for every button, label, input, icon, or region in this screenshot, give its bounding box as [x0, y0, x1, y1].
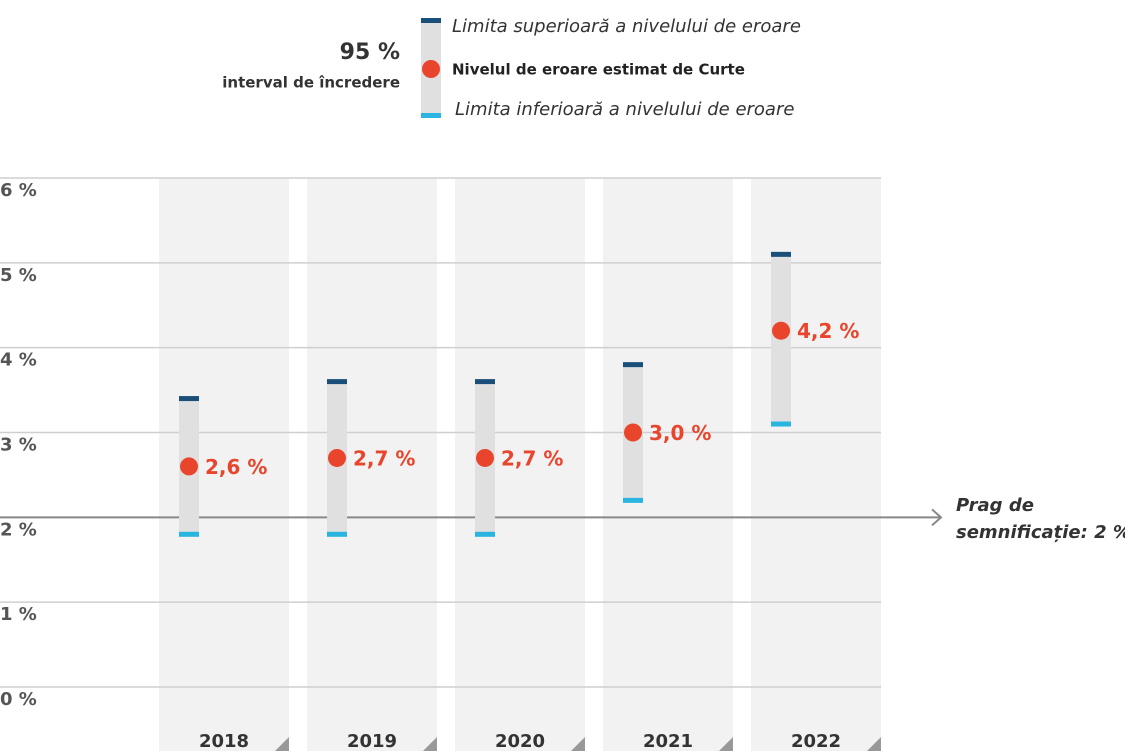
y-tick-label: 2 %: [0, 519, 37, 540]
y-tick-label: 0 %: [0, 689, 37, 710]
y-tick-label: 6 %: [0, 180, 37, 201]
upper-cap: [327, 379, 347, 385]
lower-cap: [623, 497, 643, 503]
upper-cap: [475, 379, 495, 385]
value-label: 2,7 %: [501, 446, 563, 470]
legend-lower-cap: [421, 113, 441, 118]
y-tick-label: 4 %: [0, 350, 37, 371]
upper-cap: [179, 396, 199, 402]
value-label: 2,6 %: [205, 455, 267, 479]
column-background: [751, 178, 881, 751]
column-background: [603, 178, 733, 751]
x-tick-label: 2018: [199, 731, 249, 751]
upper-cap: [771, 251, 791, 257]
x-tick-label: 2021: [643, 731, 693, 751]
legend-title: 95 %: [340, 40, 400, 65]
value-label: 4,2 %: [797, 319, 859, 343]
estimate-dot: [772, 321, 790, 340]
corner-mark: [423, 737, 437, 751]
legend-subtitle: interval de încredere: [222, 74, 400, 92]
lower-cap: [327, 531, 347, 537]
x-tick-label: 2019: [347, 731, 397, 751]
threshold-label: Prag de: [956, 495, 1034, 516]
y-tick-label: 3 %: [0, 435, 37, 456]
y-tick-label: 5 %: [0, 265, 37, 286]
lower-cap: [179, 531, 199, 537]
threshold-arrow: [931, 508, 943, 527]
legend-label: Limita superioară a nivelului de eroare: [452, 16, 801, 37]
legend-upper-cap: [421, 18, 441, 23]
x-tick-label: 2022: [791, 731, 841, 751]
y-tick-label: 1 %: [0, 604, 37, 625]
lower-cap: [771, 421, 791, 427]
value-label: 2,7 %: [353, 446, 415, 470]
upper-cap: [623, 362, 643, 368]
corner-mark: [275, 737, 289, 751]
estimate-dot: [476, 448, 494, 467]
corner-mark: [571, 737, 585, 751]
threshold-label: semnificație: 2 %: [956, 522, 1125, 543]
estimate-dot: [180, 457, 198, 476]
corner-mark: [719, 737, 733, 751]
estimate-dot: [328, 448, 346, 467]
value-label: 3,0 %: [649, 421, 711, 445]
legend-label: Limita inferioară a nivelului de eroare: [455, 99, 794, 120]
lower-cap: [475, 531, 495, 537]
x-tick-label: 2020: [495, 731, 545, 751]
legend-label: Nivelul de eroare estimat de Curte: [452, 61, 745, 79]
corner-mark: [867, 737, 881, 751]
legend-dot: [422, 60, 440, 78]
estimate-dot: [624, 423, 642, 442]
